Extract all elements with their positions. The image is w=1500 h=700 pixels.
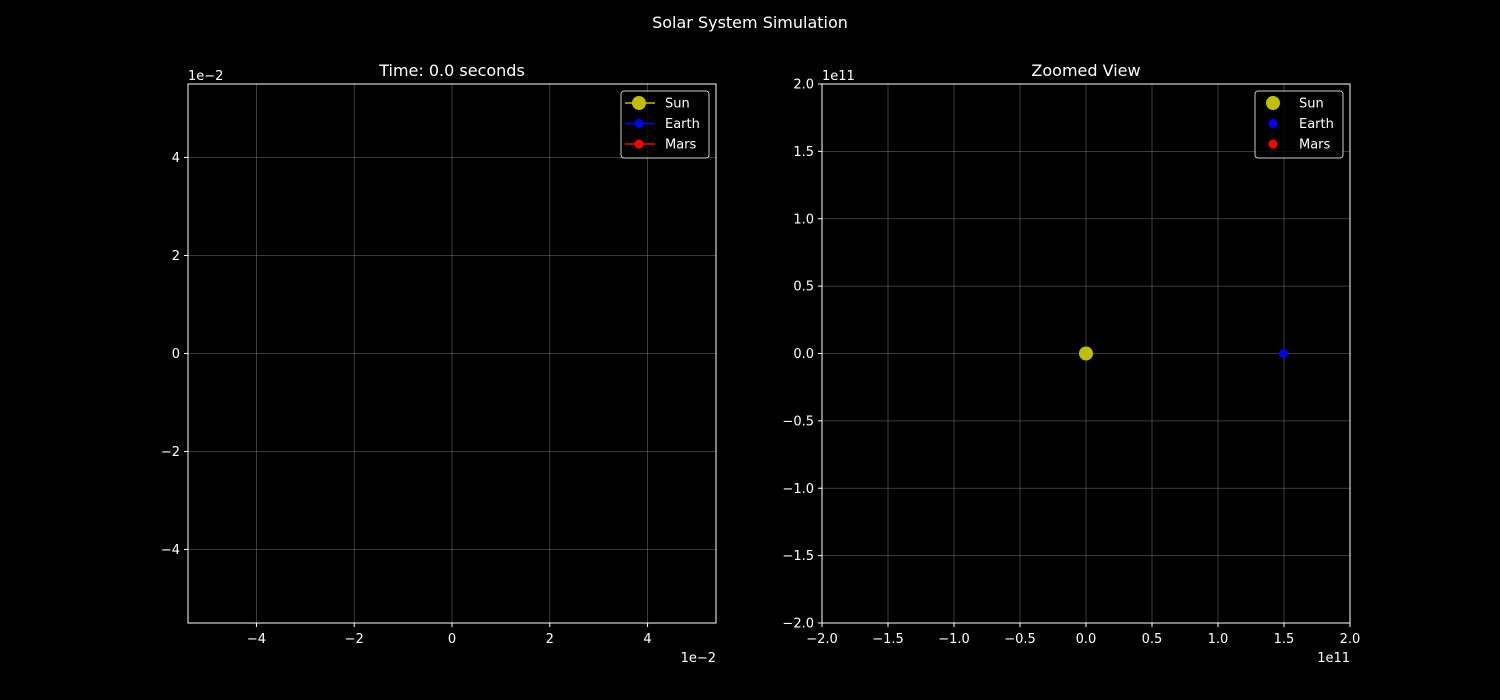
legend-marker-earth: [1268, 119, 1278, 128]
y-tick-label: −4: [161, 543, 180, 558]
x-tick-label: 0: [448, 632, 456, 647]
y-tick-label: −0.5: [782, 414, 814, 429]
axes-frame: [821, 83, 1351, 624]
x-tick-label: 2: [546, 632, 554, 647]
figure-suptitle: Solar System Simulation: [652, 13, 848, 32]
x-tick-label: 4: [643, 632, 651, 647]
legend: Sun Earth Mars: [1254, 90, 1344, 159]
legend-label-mars: Mars: [1299, 138, 1331, 153]
x-tick-label: 1.0: [1208, 632, 1229, 647]
y-tick-label: 4: [172, 151, 180, 166]
x-tick-label: −2: [345, 632, 364, 647]
legend-label-earth: Earth: [1299, 117, 1334, 132]
x-tick-label: −0.5: [1004, 632, 1036, 647]
legend-label-sun: Sun: [665, 97, 690, 112]
y-tick-label: −1.5: [782, 549, 814, 564]
y-offset-label: 1e11: [822, 69, 855, 84]
main-view-panel: −4 −2 0 2 4 −4 −2 0 2 4 1e−2 1e−2 Time: 0.0 seconds S…: [161, 61, 717, 666]
data-point-sun: [1079, 346, 1093, 361]
legend-marker-mars: [634, 139, 644, 149]
x-tick-label: 2.0: [1340, 632, 1361, 647]
x-tick-label: 0.5: [1142, 632, 1163, 647]
chart-title: Zoomed View: [1031, 61, 1140, 80]
x-tick-label: −1.5: [872, 632, 904, 647]
y-tick-label: −2: [161, 445, 180, 460]
chart-title: Time: 0.0 seconds: [378, 61, 525, 80]
legend-marker-sun: [1266, 96, 1280, 110]
y-tick-label: 0: [172, 347, 180, 362]
y-tick-label: −1.0: [782, 482, 814, 497]
x-tick-label: −4: [247, 632, 266, 647]
x-tick-label: 1.5: [1274, 632, 1295, 647]
legend-marker-earth: [634, 119, 644, 128]
legend-label-sun: Sun: [1299, 97, 1324, 112]
y-tick-label: 1.5: [793, 145, 814, 160]
legend-marker-sun: [632, 96, 646, 110]
y-tick-label: 1.0: [793, 212, 814, 227]
zoomed-view-panel: −2.0 −1.5 −1.0 −0.5 0.0 0.5 1.0 1.5 2.0 −2.0 −1.5 −…: [782, 61, 1360, 666]
legend-marker-mars: [1268, 139, 1278, 149]
x-tick-label: 0.0: [1076, 632, 1097, 647]
legend-label-mars: Mars: [665, 138, 697, 153]
y-tick-label: −2.0: [782, 617, 814, 632]
y-tick-label: 2.0: [793, 78, 814, 93]
x-offset-label: 1e11: [1317, 651, 1350, 666]
x-offset-label: 1e−2: [681, 651, 716, 666]
legend: Sun Earth Mars: [620, 90, 710, 159]
x-tick-label: −1.0: [938, 632, 970, 647]
y-tick-label: 2: [172, 249, 180, 264]
axes-frame: [187, 83, 717, 624]
data-point-earth: [1278, 349, 1288, 358]
y-tick-label: 0.0: [793, 347, 814, 362]
y-offset-label: 1e−2: [188, 69, 223, 84]
y-tick-label: 0.5: [793, 280, 814, 295]
legend-label-earth: Earth: [665, 117, 700, 132]
x-tick-label: −2.0: [806, 632, 838, 647]
